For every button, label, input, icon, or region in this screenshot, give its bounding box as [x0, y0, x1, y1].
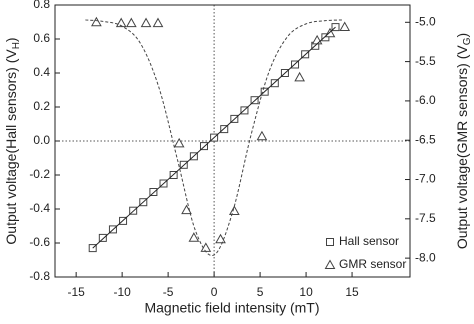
point: [173, 137, 185, 148]
x-tick-label: 15: [345, 285, 359, 299]
y-tick-label: 0.4: [33, 65, 50, 79]
point: [294, 71, 305, 82]
point: [339, 21, 351, 32]
fit-line: [92, 26, 336, 249]
point: [199, 142, 208, 151]
legend: Hall sensor GMR sensor: [324, 234, 406, 271]
y2-axis-title: Output voltage(GMR sensors) (VG): [454, 33, 473, 249]
y-tick-label: -0.4: [29, 201, 50, 215]
point: [149, 188, 158, 196]
y-tick-label: 0.2: [33, 99, 50, 113]
x-axis-title: Magnetic field intensity (mT): [144, 300, 319, 316]
y-axis-title: Output voltage(Hall sensors) (VH): [3, 37, 22, 244]
y2-tick-label: -6.0: [415, 93, 436, 107]
y2-tick-label: -5.5: [415, 54, 436, 68]
point: [256, 130, 268, 141]
y-title-end: ): [3, 37, 19, 42]
y-tick-label: -0.8: [29, 269, 50, 283]
y-title-main: Output voltage(Hall sensors) (V: [3, 49, 19, 245]
x-tick-label: -10: [113, 285, 131, 299]
y2-title-end: ): [454, 33, 470, 38]
y2-tick-label: -6.5: [415, 132, 436, 146]
x-tick-label: -15: [67, 285, 85, 299]
legend-marker: [324, 259, 336, 269]
point: [91, 16, 102, 27]
y2-tick-label: -5.0: [415, 14, 436, 28]
legend-label: GMR sensor: [339, 257, 406, 271]
point: [220, 125, 229, 134]
y-tick-label: -0.2: [29, 167, 50, 181]
x-tick-label: 0: [211, 285, 218, 299]
point: [311, 34, 323, 45]
point: [98, 233, 107, 242]
y-tick-label: 0.0: [33, 133, 50, 147]
point: [228, 205, 240, 215]
y2-tick-label: -7.5: [415, 211, 436, 225]
y-tick-label: 0.8: [33, 0, 50, 11]
y-tick-label: -0.6: [29, 235, 50, 249]
point: [270, 79, 279, 88]
legend-label: Hall sensor: [339, 234, 399, 248]
y2-title-sub: G: [462, 37, 473, 45]
fit-line: [85, 19, 343, 257]
legend-marker: [326, 238, 334, 246]
x-tick-label: -5: [163, 285, 174, 299]
x-tick-label: 10: [299, 285, 313, 299]
x-tick-label: 5: [257, 285, 264, 299]
point: [115, 17, 127, 28]
y2-tick-label: -7.0: [415, 172, 436, 186]
y-tick-label: 0.6: [33, 31, 50, 45]
point: [125, 17, 137, 28]
point: [188, 232, 200, 242]
point: [215, 233, 226, 244]
point: [152, 17, 164, 28]
plot-frame: [54, 4, 411, 278]
point: [140, 17, 152, 28]
y2-tick-label: -8.0: [415, 250, 436, 264]
y2-title-main: Output voltage(GMR sensors) (V: [454, 45, 470, 250]
y-title-sub: H: [11, 42, 22, 49]
